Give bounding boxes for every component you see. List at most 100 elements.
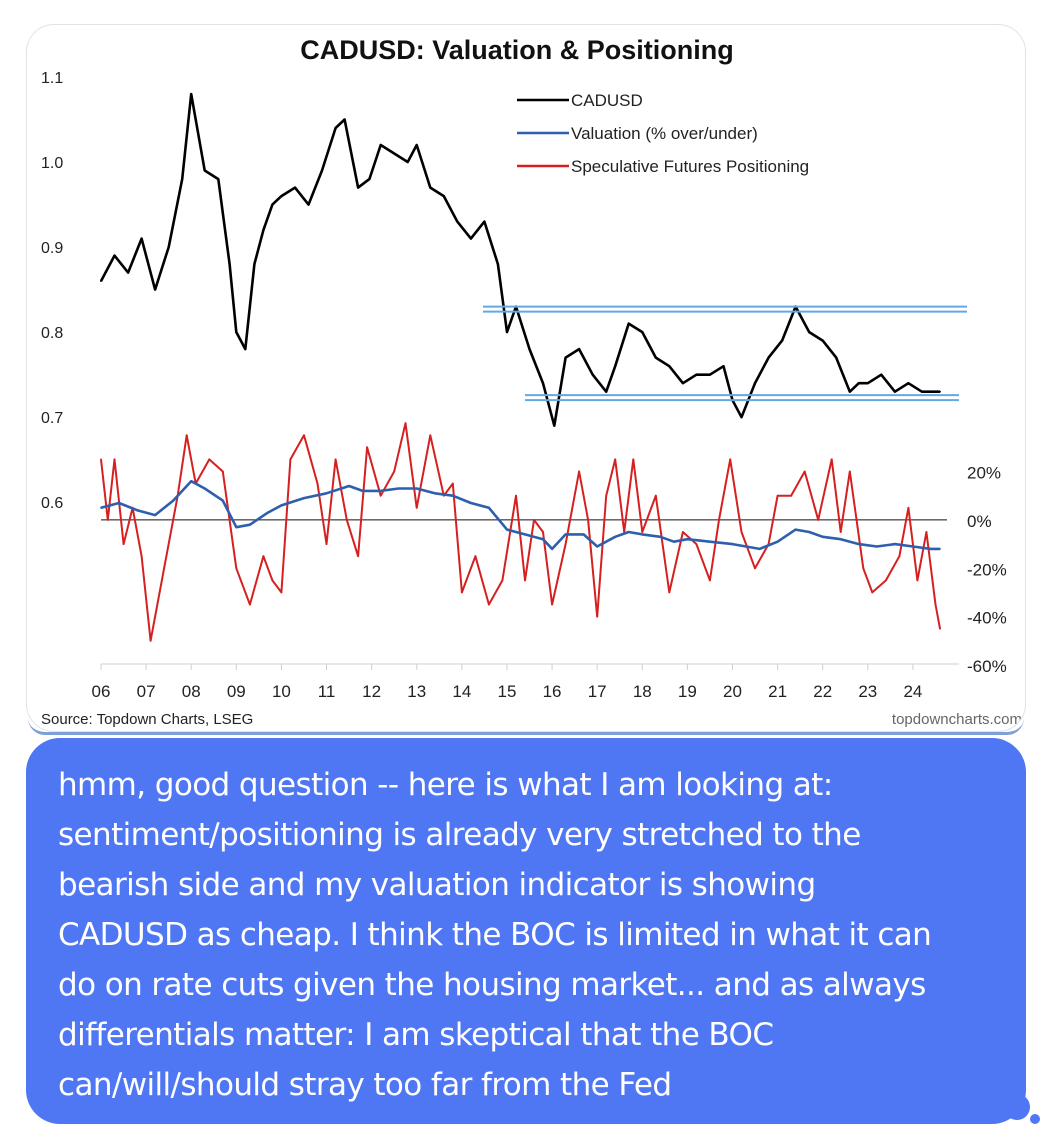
cadusd-point [506,331,508,333]
cadusd-point [627,322,630,325]
valuation-point [249,523,251,526]
positioning-point [740,531,743,533]
x-tick-label: 12 [362,682,381,701]
positioning-point [729,458,732,461]
positioning-point [654,494,657,497]
cadusd-point [343,118,346,121]
chart-title: CADUSD: Valuation & Positioning [300,35,734,65]
positioning-point [280,591,283,594]
valuation-point [808,531,811,533]
valuation-point [221,499,224,502]
valuation-point [506,528,508,531]
cadusd-point [740,416,743,419]
positioning-point [817,519,820,521]
x-tick-label: 13 [407,682,426,701]
valuation-point [172,499,175,502]
positioning-point [221,470,224,473]
cadusd-point [695,373,698,376]
cadusd-point [262,229,265,232]
valuation-point [596,545,599,548]
cadusd-point [767,356,770,359]
positioning-point [564,543,567,545]
right-tick-label: 0% [967,512,992,531]
valuation-point [627,531,630,533]
cadusd-point [154,288,156,291]
valuation-point [267,511,269,514]
cadusd-point [321,169,323,172]
valuation-point [659,535,662,538]
positioning-point [451,482,454,485]
valuation-point [433,492,436,495]
cadusd-point [235,331,238,333]
message-text: hmm, good question -- here is what I am … [58,760,1008,1110]
cadusd-point [127,271,129,274]
valuation-point [348,485,350,487]
valuation-point [303,497,305,499]
x-tick-label: 10 [272,682,291,701]
positioning-point [501,579,504,582]
cadusd-point [641,331,644,333]
cadusd-point [368,178,371,181]
cadusd-point [406,161,409,163]
x-tick-label: 20 [723,682,742,701]
positioning-point [106,519,109,521]
cadusd-point [754,382,756,385]
card-border [28,718,1024,735]
left-tick-label: 1.0 [41,155,63,172]
x-tick-label: 19 [678,682,697,701]
cadusd-point [564,356,567,359]
cadusd-point [605,390,608,393]
cadusd-point [614,365,617,368]
cadusd-point [100,280,102,282]
left-tick-label: 1.1 [41,70,63,87]
message-line: do on rate cuts given the housing market… [58,967,926,1003]
cadusd-point [709,373,711,376]
positioning-point [334,458,337,461]
positioning-point [345,519,348,521]
positioning-point [907,506,910,509]
positioning-point [208,458,211,461]
positioning-point [249,603,251,606]
positioning-point [289,458,292,461]
valuation-point [821,535,824,538]
cadusd-point [553,424,556,427]
cadusd-point [456,220,459,223]
valuation-point [930,548,932,550]
positioning-point [542,531,544,533]
positioning-point [862,567,865,570]
valuation-point [325,492,328,495]
cadusd-point [781,339,783,342]
positioning-point [515,494,517,497]
valuation-point [379,490,382,492]
x-tick-label: 21 [768,682,787,701]
valuation-point [912,545,914,548]
valuation-point [361,490,364,492]
valuation-point [470,502,472,504]
positioning-point [474,555,477,558]
positioning-point [140,555,143,558]
positioning-point [682,531,684,533]
cadusd-point [668,365,671,368]
positioning-point [776,494,779,497]
valuation-point [939,548,941,550]
valuation-point [857,543,860,545]
positioning-point [695,543,698,545]
positioning-point [790,494,792,497]
positioning-point [366,446,368,449]
cadusd-point [442,195,445,198]
message-bubble[interactable] [26,738,1026,1124]
valuation-point [564,533,567,536]
valuation-point [488,506,490,509]
cadusd-point [808,331,811,333]
x-tick-label: 14 [452,682,471,701]
positioning-point [415,506,418,509]
cadusd-point [866,382,869,385]
positioning-point [925,531,928,533]
x-tick-label: 18 [633,682,652,701]
positioning-point [185,434,188,437]
valuation-point [542,538,544,541]
positioning-point [316,482,319,485]
bubble-tail-dot [1030,1114,1040,1124]
x-tick-label: 17 [588,682,607,701]
valuation-point [551,548,553,550]
